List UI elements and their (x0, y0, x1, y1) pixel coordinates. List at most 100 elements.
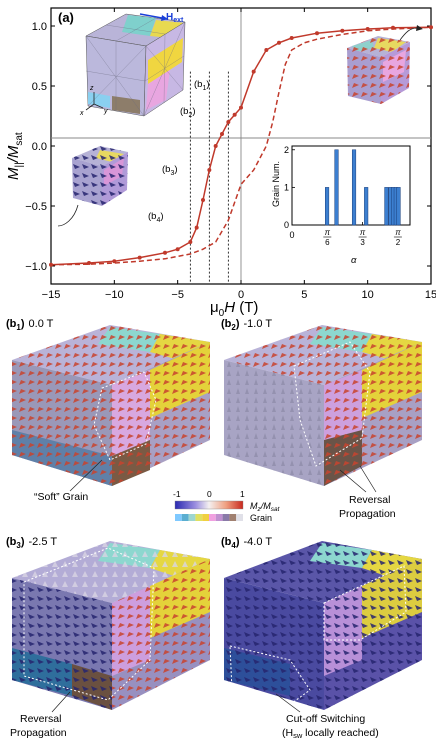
y-axis-label: M||/Msat (5, 132, 25, 180)
field-label: Hext (166, 12, 184, 24)
hist-y-tick-label: 0 (284, 220, 289, 230)
x-tick-label: 0 (238, 289, 244, 301)
histogram-bar (334, 149, 339, 226)
grain-legend-label: Grain (250, 513, 272, 523)
data-point (137, 255, 142, 260)
series-line-1 (50, 26, 432, 266)
grain-swatch (202, 514, 209, 521)
data-point (289, 36, 294, 40)
marker-b1: (b1) (194, 79, 210, 92)
y-tick-label: −1.0 (25, 261, 47, 273)
hist-x-tick-label: 0 (289, 230, 294, 240)
data-point (213, 144, 218, 148)
data-point (251, 69, 256, 74)
panel-b1-label: (b1) 0.0 T (6, 318, 54, 332)
y-tick-label: −0.5 (25, 201, 47, 213)
histogram-bar (396, 187, 401, 226)
hist-x-tick-label-denominator: 2 (396, 238, 401, 247)
main-ticks: −15 −10 −5 0 5 10 15−1.0−0.50.00.51.0 (25, 8, 436, 301)
svg-text:x: x (79, 110, 84, 117)
panel-b4-label: (b4) -4.0 T (221, 536, 272, 550)
magnetization-colorbar (174, 500, 244, 510)
grain-swatch (222, 514, 230, 521)
panel-b1: (b1) 0.0 T “Soft” Grain (6, 318, 210, 503)
data-point (201, 198, 205, 202)
panel-b2: (b2) -1.0 T Reversal Propagation (221, 318, 422, 520)
histogram-bar (384, 187, 389, 226)
marker-b4: (b4) (148, 211, 164, 224)
panel-b3: (b3) -2.5 T Reversal Propagation (6, 536, 210, 739)
hist-y-tick-label: 1 (284, 182, 289, 192)
reversal-label-1: Reversal (349, 494, 390, 506)
data-point (207, 168, 212, 172)
x-tick-label: 10 (362, 289, 374, 301)
grain-swatch (195, 514, 203, 521)
data-point (226, 120, 231, 124)
grain-cube-illustration: Hext z x y (79, 12, 186, 117)
hist-x-tick-label-denominator: 6 (325, 238, 330, 247)
histogram-bar (351, 149, 357, 226)
data-point (239, 105, 243, 110)
svg-text:-1: -1 (173, 489, 181, 499)
x-tick-label: −10 (105, 289, 124, 301)
panel-b3-label: (b3) -2.5 T (6, 536, 57, 550)
y-tick-label: 1.0 (32, 21, 47, 33)
x-tick-label: −5 (171, 289, 184, 301)
y-tick-label: 0.0 (32, 141, 47, 153)
data-point (340, 28, 345, 33)
grain-swatch (175, 514, 182, 521)
svg-text:z: z (89, 85, 94, 92)
grain-swatch (215, 514, 223, 521)
data-point (315, 31, 319, 36)
hist-y-tick-label: 2 (284, 145, 289, 155)
panel-a-label: (a) (58, 10, 74, 25)
hist-x-tick-label: π (360, 228, 366, 237)
svg-text:1: 1 (240, 489, 245, 499)
histogram-xlabel: α (351, 255, 357, 266)
reference-lines (189, 71, 229, 284)
x-tick-label: −15 (42, 289, 61, 301)
grain-swatch (209, 514, 216, 521)
cube-positive-saturation (347, 25, 423, 104)
x-axis-label: μ0H (T) (210, 299, 258, 319)
data-point (220, 132, 224, 136)
histogram-bar (364, 187, 369, 226)
data-point (429, 25, 433, 30)
loop-series (49, 25, 433, 267)
histogram-ylabel: Grain Num. (271, 161, 281, 207)
hysteresis-plot: −15 −10 −5 0 5 10 15−1.0−0.50.00.51.0 (a) μ0H … (5, 7, 436, 319)
panel-b2-label: (b2) -1.0 T (221, 318, 272, 332)
hist-x-tick-label: π (395, 228, 401, 237)
data-point (175, 247, 180, 252)
axes-triad (85, 92, 104, 111)
data-point (87, 261, 91, 265)
data-point (232, 112, 237, 117)
grain-swatch (188, 514, 196, 521)
cutoff-label-1: Cut-off Switching (286, 713, 365, 725)
x-tick-label: 15 (425, 289, 436, 301)
soft-grain-label: “Soft” Grain (34, 491, 88, 503)
svg-text:Mz/Msat: Mz/Msat (250, 501, 281, 513)
histogram-bars (325, 149, 401, 226)
grain-swatch (229, 514, 237, 521)
marker-b2: (b2) (180, 106, 196, 119)
cube-negative-saturation (57, 146, 128, 227)
x-tick-label: 5 (301, 289, 307, 301)
data-point (188, 240, 193, 244)
panel-b4: (b4) -4.0 T Cut-off Switching (Hsw locall… (221, 536, 422, 740)
svg-text:y: y (103, 108, 108, 115)
data-point (264, 48, 269, 52)
histogram-bar (325, 187, 330, 226)
data-point (163, 250, 167, 255)
grain-swatch (236, 514, 243, 521)
data-point (277, 40, 281, 45)
series-line-0 (50, 26, 432, 266)
y-tick-label: 0.5 (32, 81, 47, 93)
grain-swatch (181, 514, 189, 521)
hist-x-tick-label-denominator: 3 (360, 238, 365, 247)
reversal-b3-label-2: Propagation (10, 727, 67, 739)
svg-text:0: 0 (207, 489, 212, 499)
marker-b3: (b3) (162, 164, 178, 177)
